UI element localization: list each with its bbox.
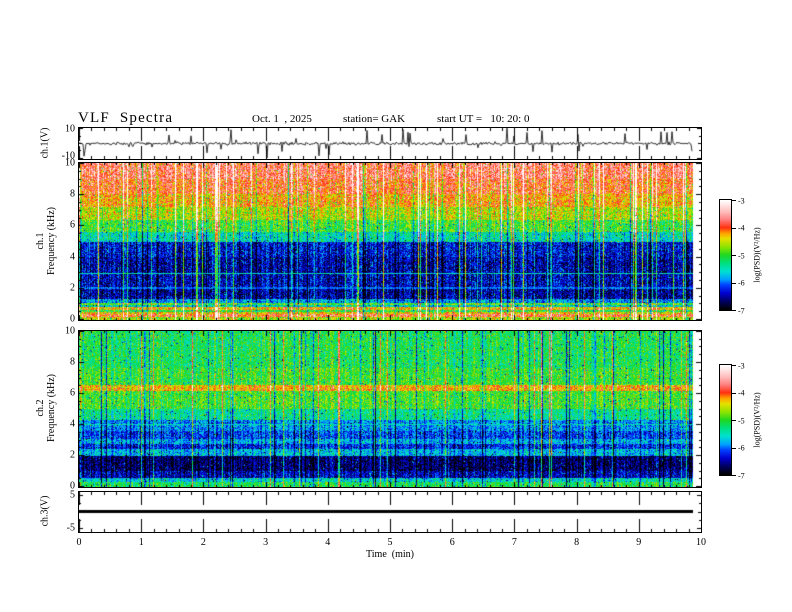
colorbar-tick-label: -6 (738, 278, 745, 288)
y-tick-label: 0 (70, 313, 75, 325)
ch1-spectrogram-canvas (79, 163, 701, 320)
x-tick-label: 8 (574, 537, 580, 548)
ch3-waveform-panel (78, 491, 702, 533)
ch2-spectrogram-canvas (79, 331, 701, 487)
colorbar-tick (732, 475, 736, 476)
x-tick-label: 10 (696, 537, 706, 548)
x-tick-label: 6 (449, 537, 455, 548)
colorbar-tick (732, 200, 736, 201)
colorbar-tick-label: -7 (738, 306, 745, 315)
ch1-frequency-axis-label: ch.1 Frequency (kHz) (35, 207, 57, 275)
ch1-voltage-axis-label: ch.1(V) (39, 127, 51, 159)
axis-label-line: Frequency (kHz) (46, 373, 57, 443)
x-tick-label: 9 (636, 537, 642, 548)
y-tick-label: 4 (70, 418, 75, 430)
x-tick-label: 5 (387, 537, 393, 548)
colorbar-tick (732, 283, 736, 284)
x-tick-label: 0 (76, 537, 82, 548)
x-tick-label: 3 (263, 537, 269, 548)
axis-label-line: ch.1 (35, 232, 46, 250)
y-tick-label: 8 (70, 188, 75, 200)
colorbar-1-label: log(PSD)(V²/Hz) (752, 227, 762, 283)
colorbar-tick-label: -5 (738, 416, 745, 425)
ch2-spectrogram-panel (78, 330, 702, 488)
y-tick-label: 2 (70, 449, 75, 461)
colorbar-tick-label: -5 (738, 251, 745, 260)
ch2-frequency-axis-label: ch.2 Frequency (kHz) (35, 374, 57, 442)
y-tick-label: 6 (70, 387, 75, 399)
y-tick-label: -10 (61, 150, 75, 162)
ch1-spectrogram-panel (78, 162, 702, 321)
y-tick-label: 10 (65, 325, 75, 337)
ch3-waveform-canvas (79, 492, 701, 532)
y-tick-label: 2 (70, 282, 75, 294)
ch3-voltage-axis-label: ch.3(V) (39, 495, 51, 527)
header-station: station= GAK (343, 113, 406, 125)
colorbar-tick (732, 365, 736, 366)
y-tick-label: 0 (70, 480, 75, 492)
x-tick-label: 1 (138, 537, 144, 548)
axis-label-line: ch.2 (35, 399, 46, 417)
colorbar-tick-label: -7 (738, 471, 745, 480)
colorbar-tick (732, 393, 736, 394)
y-tick-label: 6 (70, 219, 75, 231)
colorbar-2-label: log(PSD)(V²/Hz) (752, 392, 762, 448)
x-tick-label: 4 (325, 537, 331, 548)
colorbar-tick-label: -6 (738, 443, 745, 453)
y-tick-label: 5 (70, 489, 75, 501)
y-tick-label: 4 (70, 251, 75, 263)
time-axis-label: Time (min) (366, 549, 414, 560)
header-date: Oct. 1 , 2025 (252, 113, 312, 125)
axis-label-line: Frequency (kHz) (46, 206, 57, 276)
x-tick-label: 7 (511, 537, 517, 548)
colorbar-tick-label: -3 (738, 196, 745, 205)
colorbar-tick-label: -4 (738, 223, 745, 233)
colorbar-1-canvas (720, 200, 731, 310)
y-tick-label: 8 (70, 356, 75, 368)
y-tick-label: 10 (65, 123, 75, 135)
x-tick-label: 2 (200, 537, 206, 548)
colorbar-tick (732, 255, 736, 256)
colorbar-tick-label: -3 (738, 361, 745, 370)
header-start-ut: start UT = 10: 20: 0 (437, 113, 530, 125)
colorbar-tick (732, 420, 736, 421)
ch1-waveform-panel (78, 127, 702, 160)
y-tick-label: -5 (66, 522, 75, 534)
colorbar-2 (719, 364, 732, 476)
figure-title: VLF Spectra (78, 110, 174, 126)
colorbar-tick (732, 310, 736, 311)
colorbar-tick-label: -4 (738, 388, 745, 398)
colorbar-2-canvas (720, 365, 731, 475)
y-tick-label: 10 (65, 157, 75, 169)
colorbar-tick (732, 228, 736, 229)
colorbar-1 (719, 199, 732, 311)
ch1-waveform-canvas (79, 128, 701, 159)
colorbar-tick (732, 448, 736, 449)
